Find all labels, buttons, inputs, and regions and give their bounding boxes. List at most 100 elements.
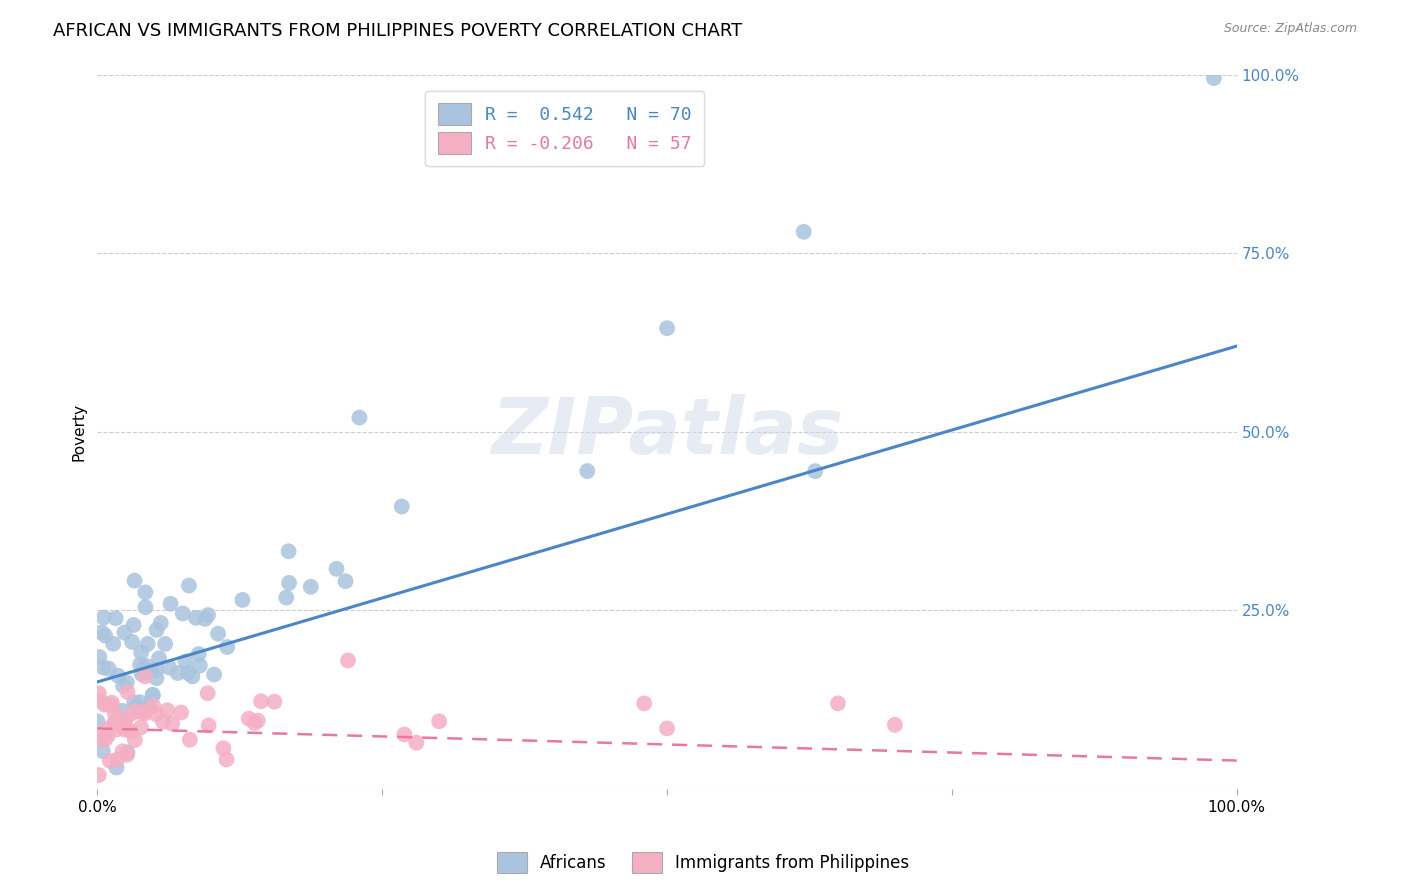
- Point: [172, 607, 194, 621]
- Point: [325, 562, 347, 576]
- Point: [97, 728, 120, 742]
- Point: [112, 679, 135, 693]
- Point: [103, 716, 125, 731]
- Point: [141, 664, 163, 678]
- Y-axis label: Poverty: Poverty: [72, 403, 86, 461]
- Point: [197, 718, 219, 732]
- Point: [633, 697, 655, 711]
- Point: [349, 410, 371, 425]
- Point: [100, 698, 122, 713]
- Point: [145, 623, 167, 637]
- Point: [134, 585, 156, 599]
- Point: [129, 657, 152, 672]
- Point: [121, 635, 143, 649]
- Legend: R =  0.542   N = 70, R = -0.206   N = 57: R = 0.542 N = 70, R = -0.206 N = 57: [426, 91, 704, 166]
- Point: [177, 579, 200, 593]
- Point: [194, 612, 217, 626]
- Point: [104, 611, 127, 625]
- Point: [827, 697, 849, 711]
- Point: [145, 707, 167, 722]
- Point: [156, 703, 179, 717]
- Point: [263, 695, 285, 709]
- Point: [136, 637, 159, 651]
- Point: [111, 704, 134, 718]
- Point: [125, 704, 148, 718]
- Point: [184, 611, 207, 625]
- Point: [181, 669, 204, 683]
- Point: [128, 695, 150, 709]
- Point: [120, 724, 142, 739]
- Text: AFRICAN VS IMMIGRANTS FROM PHILIPPINES POVERTY CORRELATION CHART: AFRICAN VS IMMIGRANTS FROM PHILIPPINES P…: [53, 22, 742, 40]
- Point: [884, 718, 907, 732]
- Point: [93, 610, 115, 624]
- Point: [278, 575, 301, 590]
- Point: [793, 225, 815, 239]
- Point: [90, 625, 112, 640]
- Point: [243, 716, 266, 731]
- Point: [217, 640, 239, 654]
- Point: [391, 500, 413, 514]
- Point: [110, 714, 132, 728]
- Point: [160, 716, 183, 731]
- Point: [655, 321, 678, 335]
- Point: [91, 660, 114, 674]
- Point: [187, 647, 209, 661]
- Point: [142, 698, 165, 713]
- Point: [177, 665, 200, 680]
- Point: [138, 698, 160, 713]
- Point: [105, 753, 128, 767]
- Point: [394, 727, 416, 741]
- Point: [1202, 71, 1225, 86]
- Point: [124, 733, 146, 747]
- Point: [107, 669, 129, 683]
- Point: [115, 721, 138, 735]
- Point: [207, 626, 229, 640]
- Point: [89, 693, 111, 707]
- Point: [250, 694, 273, 708]
- Point: [91, 744, 114, 758]
- Point: [246, 714, 269, 728]
- Point: [427, 714, 450, 729]
- Point: [132, 662, 155, 676]
- Point: [107, 722, 129, 736]
- Point: [98, 754, 121, 768]
- Point: [145, 663, 167, 677]
- Point: [276, 591, 298, 605]
- Point: [197, 608, 219, 623]
- Point: [159, 597, 181, 611]
- Point: [131, 667, 153, 681]
- Point: [121, 706, 143, 721]
- Point: [804, 464, 827, 478]
- Point: [114, 723, 136, 737]
- Point: [87, 686, 110, 700]
- Point: [129, 646, 152, 660]
- Point: [111, 744, 134, 758]
- Text: Source: ZipAtlas.com: Source: ZipAtlas.com: [1223, 22, 1357, 36]
- Point: [179, 732, 201, 747]
- Point: [96, 722, 118, 736]
- Point: [152, 714, 174, 729]
- Point: [117, 745, 139, 759]
- Point: [87, 728, 110, 742]
- Point: [114, 713, 136, 727]
- Point: [132, 706, 155, 721]
- Point: [142, 688, 165, 702]
- Point: [134, 600, 156, 615]
- Point: [115, 747, 138, 762]
- Point: [93, 698, 115, 712]
- Point: [101, 696, 124, 710]
- Point: [337, 653, 360, 667]
- Point: [148, 651, 170, 665]
- Point: [117, 685, 139, 699]
- Point: [197, 686, 219, 700]
- Point: [277, 544, 299, 558]
- Point: [124, 700, 146, 714]
- Point: [149, 615, 172, 630]
- Point: [134, 669, 156, 683]
- Point: [170, 706, 193, 720]
- Point: [107, 712, 129, 726]
- Point: [202, 667, 225, 681]
- Point: [115, 675, 138, 690]
- Point: [153, 637, 176, 651]
- Point: [299, 580, 322, 594]
